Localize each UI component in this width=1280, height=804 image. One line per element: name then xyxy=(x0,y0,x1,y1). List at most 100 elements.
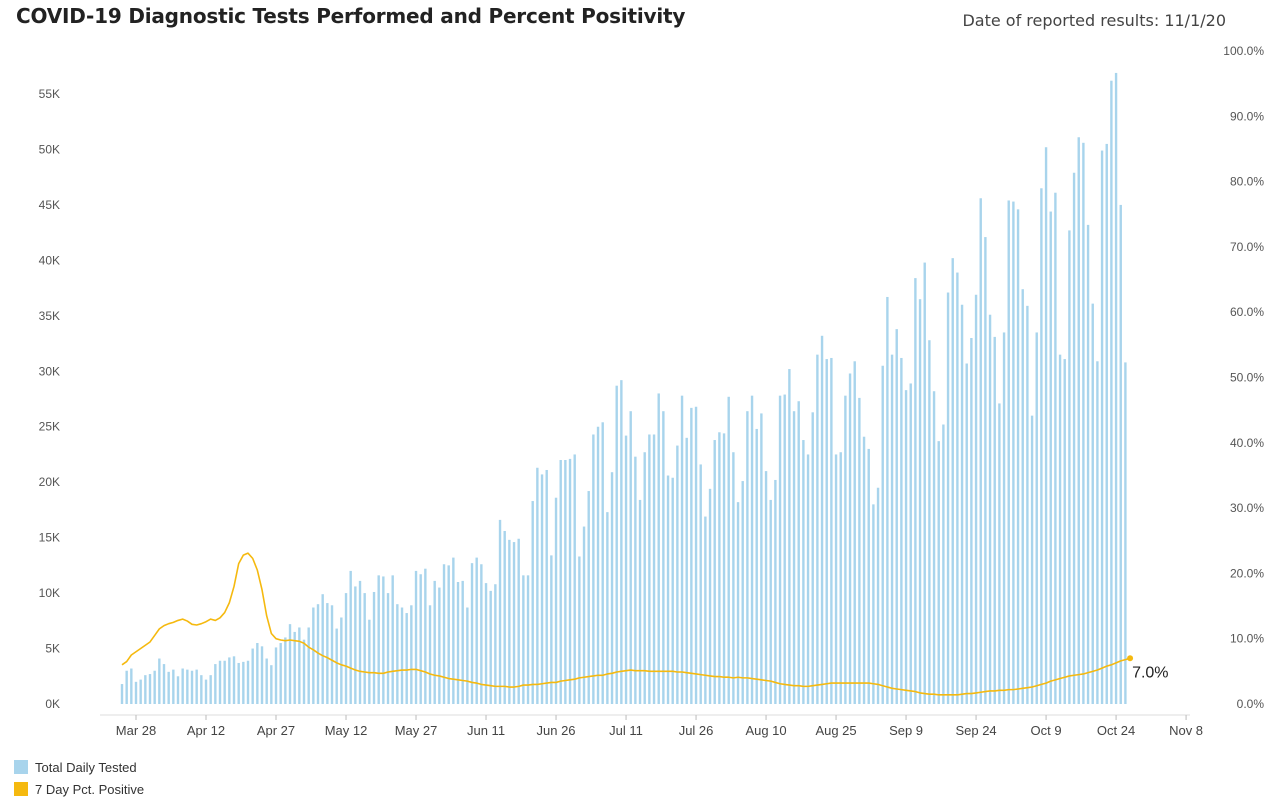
bar-total-tested xyxy=(844,395,847,704)
bar-total-tested xyxy=(200,675,203,704)
bar-total-tested xyxy=(559,460,562,704)
bar-total-tested xyxy=(1086,224,1090,704)
bar-total-tested xyxy=(918,299,922,704)
bar-total-tested xyxy=(816,354,819,704)
y-left-tick-label: 35K xyxy=(39,309,60,323)
bar-total-tested xyxy=(825,359,828,704)
y-left-tick-label: 15K xyxy=(39,531,60,545)
bar-total-tested xyxy=(349,570,352,704)
bar-total-tested xyxy=(965,363,968,704)
bar-total-tested xyxy=(209,675,212,704)
y-right-tick-label: 80.0% xyxy=(1230,175,1264,189)
bar-total-tested xyxy=(946,292,950,704)
bar-total-tested xyxy=(881,365,884,704)
bar-total-tested xyxy=(1096,361,1099,704)
bar-total-tested xyxy=(251,648,254,704)
bar-total-tested xyxy=(470,563,474,704)
y-left-tick-label: 20K xyxy=(39,475,60,489)
bar-total-tested xyxy=(848,373,852,704)
bar-total-tested xyxy=(568,458,572,704)
legend-item-pct-positive[interactable]: 7 Day Pct. Positive xyxy=(14,778,144,800)
x-tick-label: May 12 xyxy=(325,723,368,738)
bar-total-tested xyxy=(1030,415,1034,704)
bar-total-tested xyxy=(293,631,296,704)
bar-total-tested xyxy=(480,564,483,704)
bar-total-tested xyxy=(890,354,894,704)
bar-total-tested xyxy=(993,336,996,704)
bar-total-tested xyxy=(788,369,791,704)
bar-total-tested xyxy=(634,456,637,704)
bar-total-tested xyxy=(330,605,334,704)
bar-total-tested xyxy=(573,454,576,704)
bar-total-tested xyxy=(769,499,772,704)
bar-total-tested xyxy=(713,440,716,704)
y-right-tick-label: 90.0% xyxy=(1230,109,1264,123)
bar-total-tested xyxy=(1091,303,1094,704)
bar-total-tested xyxy=(806,454,810,704)
bar-total-tested xyxy=(867,448,870,704)
bar-total-tested xyxy=(508,539,511,704)
bar-total-tested xyxy=(1049,211,1052,704)
legend-label-pct-positive: 7 Day Pct. Positive xyxy=(35,781,145,797)
bar-total-tested xyxy=(494,584,497,704)
bar-total-tested xyxy=(974,294,978,704)
bar-total-tested xyxy=(610,472,614,704)
y-left-tick-label: 10K xyxy=(39,586,60,600)
bar-total-tested xyxy=(475,557,478,704)
bar-total-tested xyxy=(246,660,250,704)
bar-total-tested xyxy=(410,605,413,704)
bar-total-tested xyxy=(1114,72,1118,705)
y-right-tick-label: 40.0% xyxy=(1230,436,1264,450)
bar-total-tested xyxy=(414,570,418,704)
bar-total-tested xyxy=(452,557,455,704)
bar-total-tested xyxy=(372,591,376,704)
bar-total-tested xyxy=(545,469,548,704)
chart-title: COVID-19 Diagnostic Tests Performed and … xyxy=(16,4,686,28)
bar-total-tested xyxy=(228,657,231,704)
bar-total-tested xyxy=(307,627,310,704)
y-right-tick-label: 0.0% xyxy=(1237,697,1265,711)
bar-total-tested xyxy=(1063,359,1066,704)
bar-total-tested xyxy=(900,357,903,704)
y-left-tick-label: 5K xyxy=(45,642,60,656)
bar-total-tested xyxy=(1007,200,1010,704)
bar-total-tested xyxy=(839,452,842,704)
bar-total-tested xyxy=(424,568,427,704)
bar-total-tested xyxy=(204,679,208,704)
bar-total-tested xyxy=(242,661,245,704)
legend-item-total-tested[interactable]: Total Daily Tested xyxy=(14,756,144,778)
bar-total-tested xyxy=(396,604,399,704)
bar-total-tested xyxy=(326,603,329,704)
bar-total-tested xyxy=(438,587,441,704)
bar-total-tested xyxy=(979,198,982,704)
bar-total-tested xyxy=(932,391,936,704)
x-tick-label: Aug 25 xyxy=(815,723,856,738)
bar-total-tested xyxy=(685,437,688,704)
bar-total-tested xyxy=(1072,172,1076,704)
bar-total-tested xyxy=(662,411,665,704)
bar-total-tested xyxy=(386,593,390,704)
bar-total-tested xyxy=(886,296,889,704)
bar-total-tested xyxy=(447,565,450,704)
bar-total-tested xyxy=(503,530,506,704)
bar-total-tested xyxy=(517,538,520,704)
bar-total-tested xyxy=(1100,150,1104,704)
bar-total-tested xyxy=(620,380,623,704)
bar-total-tested xyxy=(970,338,973,704)
bar-total-tested xyxy=(391,575,394,704)
bar-total-tested xyxy=(498,519,502,704)
bar-total-tested xyxy=(746,411,749,704)
bar-total-tested xyxy=(540,474,544,704)
bar-total-tested xyxy=(139,679,142,704)
bar-total-tested xyxy=(750,395,754,704)
bar-total-tested xyxy=(1077,137,1080,704)
bar-total-tested xyxy=(148,674,152,704)
bar-total-tested xyxy=(466,607,469,704)
bar-total-tested xyxy=(858,397,861,704)
bar-total-tested xyxy=(1002,332,1006,704)
bar-total-tested xyxy=(428,605,432,704)
bar-total-tested xyxy=(153,670,156,704)
bar-total-tested xyxy=(456,582,460,704)
bar-total-tested xyxy=(690,407,693,704)
